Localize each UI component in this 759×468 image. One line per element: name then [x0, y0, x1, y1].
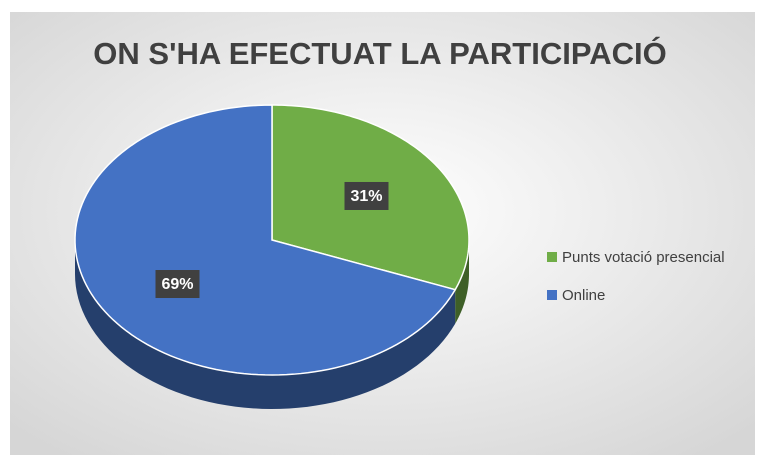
data-label-box — [155, 270, 200, 299]
slice-side — [75, 240, 456, 409]
legend-swatch — [547, 252, 557, 262]
data-label-box — [344, 181, 389, 210]
slice-side — [455, 240, 469, 324]
slice — [74, 104, 457, 376]
legend-swatch — [547, 290, 557, 300]
legend-label: Punts votació presencial — [562, 249, 725, 266]
data-label: 31% — [350, 188, 382, 205]
chart-title: ON S'HA EFECTUAT LA PARTICIPACIÓ — [93, 35, 666, 71]
legend-label: Online — [562, 287, 605, 304]
data-label: 69% — [161, 276, 193, 293]
